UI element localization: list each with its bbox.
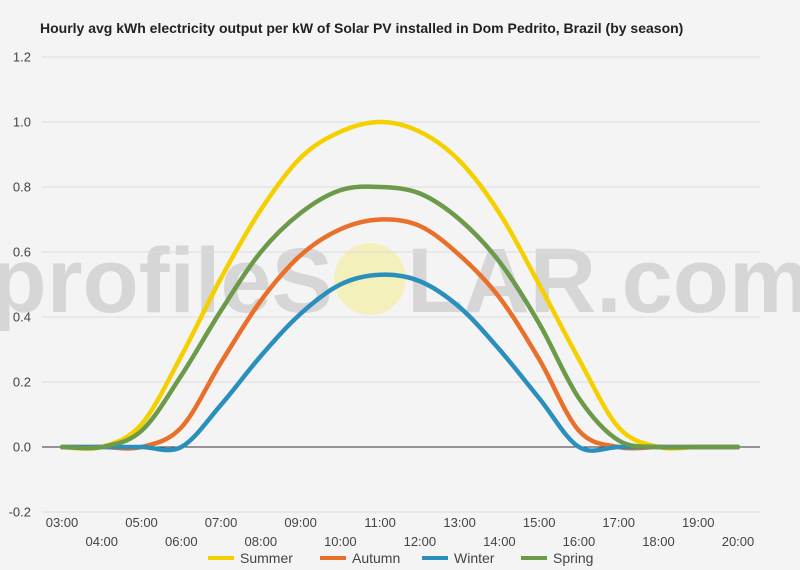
x-tick-label: 11:00 — [364, 515, 396, 530]
watermark-sun-icon — [334, 243, 406, 315]
x-tick-label: 04:00 — [85, 534, 118, 549]
x-tick-label: 06:00 — [165, 534, 198, 549]
x-tick-label: 14:00 — [483, 534, 516, 549]
y-tick-label: 0.6 — [13, 245, 31, 260]
y-tick-label: 1.0 — [13, 115, 31, 130]
legend-swatch-autumn — [320, 556, 346, 560]
legend: Summer Autumn Winter Spring — [208, 550, 593, 566]
x-tick-label: 17:00 — [602, 515, 635, 530]
x-tick-label: 20:00 — [722, 534, 755, 549]
x-tick-label: 09:00 — [284, 515, 317, 530]
legend-swatch-winter — [422, 556, 448, 560]
y-tick-label: 0.0 — [13, 440, 31, 455]
y-tick-label: 0.4 — [13, 310, 31, 325]
legend-label-spring: Spring — [553, 550, 593, 566]
x-tick-label: 18:00 — [642, 534, 675, 549]
legend-swatch-spring — [521, 556, 547, 560]
y-tick-label: -0.2 — [9, 505, 31, 520]
legend-label-summer: Summer — [240, 550, 293, 566]
y-tick-label: 0.8 — [13, 180, 31, 195]
x-tick-label: 08:00 — [245, 534, 278, 549]
x-tick-label: 15:00 — [523, 515, 556, 530]
x-tick-label: 07:00 — [205, 515, 238, 530]
x-tick-label: 10:00 — [324, 534, 357, 549]
y-tick-label: 0.2 — [13, 375, 31, 390]
x-tick-label: 03:00 — [46, 515, 79, 530]
x-tick-label: 12:00 — [404, 534, 437, 549]
x-tick-label: 16:00 — [563, 534, 596, 549]
x-tick-label: 13:00 — [443, 515, 476, 530]
legend-label-autumn: Autumn — [352, 550, 400, 566]
legend-label-winter: Winter — [454, 550, 495, 566]
x-axis-ticks: 03:00 04:00 05:00 06:00 07:00 08:00 09:00 10:00… — [46, 515, 755, 549]
chart-title: Hourly avg kWh electricity output per kW… — [40, 20, 683, 36]
y-tick-label: 1.2 — [13, 50, 31, 65]
legend-swatch-summer — [208, 556, 234, 560]
x-tick-label: 19:00 — [682, 515, 715, 530]
x-tick-label: 05:00 — [125, 515, 158, 530]
